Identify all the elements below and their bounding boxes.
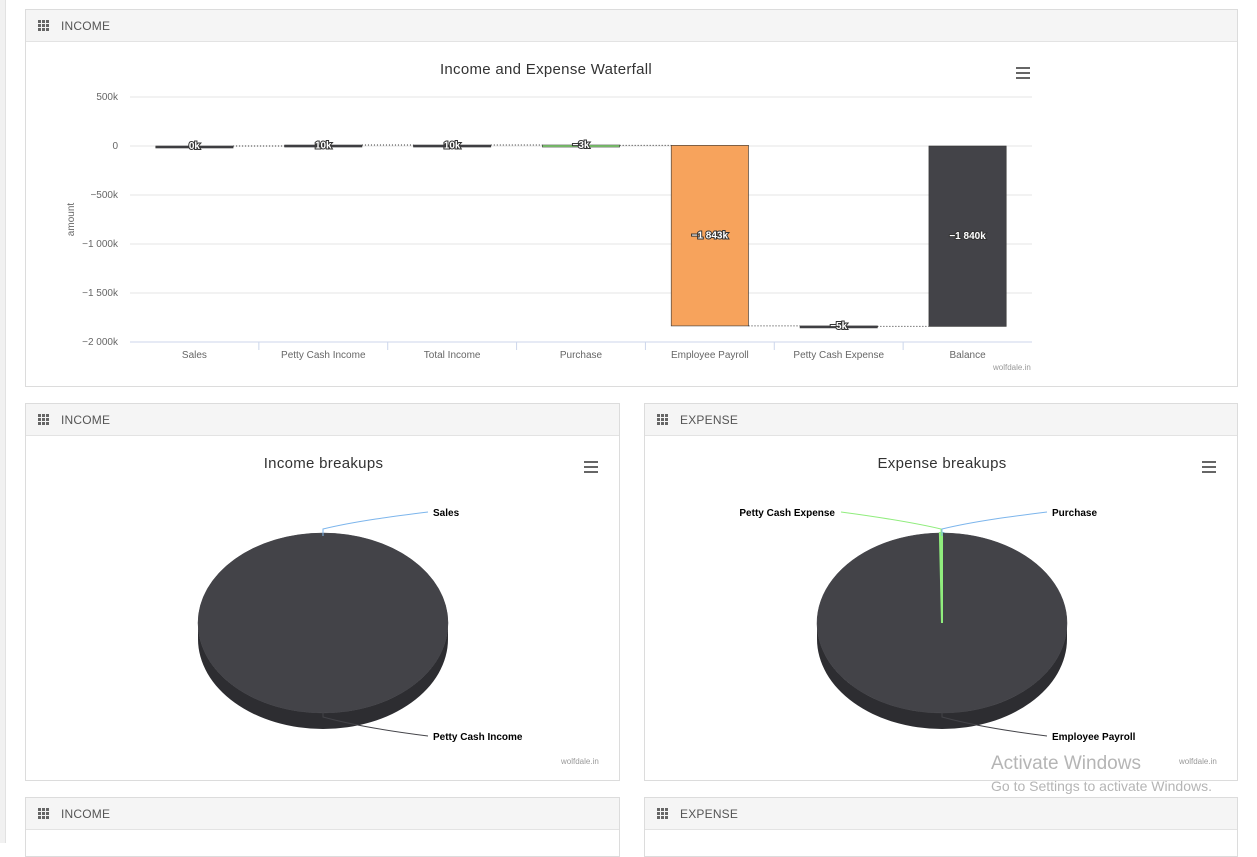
grid-icon [38,20,49,31]
panel-header: INCOME [26,798,619,830]
chart-credit[interactable]: wolfdale.in [561,757,599,766]
pie-label: Petty Cash Expense [739,508,835,519]
data-label: −1 843k [692,231,729,242]
income-panel-bottom: INCOME [25,797,620,857]
chart-menu-button[interactable] [1202,461,1216,473]
chart-credit[interactable]: wolfdale.in [993,363,1031,372]
panel-title: INCOME [61,18,111,33]
pie-label: Sales [433,508,460,519]
waterfall-bar [542,144,620,148]
hamburger-menu-icon [584,461,598,463]
waterfall-bar [799,325,878,329]
x-tick-label: Purchase [560,350,603,361]
waterfall-bar [413,144,492,148]
waterfall-bar [284,144,363,148]
x-tick-label: Petty Cash Expense [793,350,884,361]
waterfall-bar [670,145,749,327]
pie-label: Purchase [1052,508,1097,519]
data-label: 0k [189,141,201,152]
waterfall-bar [928,145,1007,327]
hamburger-menu-icon [1016,67,1030,69]
pie-side [198,623,448,729]
waterfall-bar [155,145,234,149]
y-tick-label: 500k [96,92,119,103]
left-edge-divider [0,0,6,843]
x-tick-label: Balance [950,350,987,361]
panel-header: EXPENSE [645,404,1237,436]
y-tick-label: −500k [90,190,119,201]
data-label: 10k [444,141,461,152]
panel-header: INCOME [26,404,619,436]
panel-title: INCOME [61,806,111,821]
y-tick-label: −1 500k [82,288,119,299]
panel-title: EXPENSE [680,806,739,821]
pie-side [817,623,1067,729]
leader-line [941,511,1048,536]
hamburger-menu-icon [1202,461,1216,463]
data-label: 10k [315,141,332,152]
leader-line [322,712,429,737]
expense-panel-bottom: EXPENSE [644,797,1238,857]
panel-title: EXPENSE [680,412,739,427]
activate-windows-heading: Activate Windows [991,753,1141,774]
activate-windows-subtext: Go to Settings to activate Windows. [991,778,1212,794]
pie-label: Employee Payroll [1052,732,1136,743]
chart-title: Income breakups [263,455,384,472]
x-tick-label: Employee Payroll [671,350,749,361]
y-tick-label: 0 [112,141,118,152]
leader-line [322,511,429,536]
pie-slice [197,532,449,714]
x-tick-label: Petty Cash Income [281,350,366,361]
waterfall-chart: 500k 0 −500k −1 000k −1 500k −2 000k amount 0k S… [66,92,1032,361]
y-tick-label: −2 000k [82,337,119,348]
income-waterfall-panel: INCOME Income and Expense Waterfall 500k… [25,9,1238,387]
expense-breakup-panel: EXPENSE Expense breakups Purchase Petty C… [644,403,1238,781]
income-pie-chart: Sales Petty Cash Income [197,508,523,743]
income-breakup-panel: INCOME Income breakups Sales Petty Cash I… [25,403,620,781]
grid-icon [657,808,668,819]
leader-line [941,712,1048,737]
data-label: −5k [830,321,847,332]
pie-label: Petty Cash Income [433,732,523,743]
chart-title: Expense breakups [877,455,1007,472]
leader-line [840,511,942,536]
chart-credit[interactable]: wolfdale.in [1179,757,1217,766]
panel-header: INCOME [26,10,1237,42]
chart-menu-button[interactable] [584,461,598,473]
x-tick-label: Sales [182,350,207,361]
panel-header: EXPENSE [645,798,1237,830]
grid-icon [38,414,49,425]
data-label: −1 840k [949,231,986,242]
y-axis-label: amount [66,203,77,237]
chart-menu-button[interactable] [1016,67,1030,79]
data-label: −3k [573,140,590,151]
chart-title: Income and Expense Waterfall [439,61,653,78]
grid-icon [38,808,49,819]
panel-title: INCOME [61,412,111,427]
expense-pie-chart: Purchase Petty Cash Expense Employee Payro… [739,508,1136,743]
x-tick-label: Total Income [424,350,481,361]
grid-icon [657,414,668,425]
y-tick-label: −1 000k [82,239,119,250]
